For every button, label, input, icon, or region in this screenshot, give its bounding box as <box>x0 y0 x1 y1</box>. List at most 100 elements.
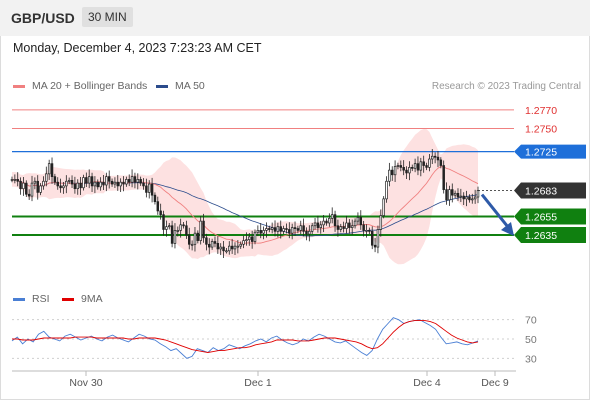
candle-10 <box>39 185 42 193</box>
candle-42 <box>130 176 134 183</box>
candle-36 <box>113 181 117 185</box>
legend-ma50: MA 50 <box>156 80 205 92</box>
candle-18 <box>62 185 65 189</box>
candle-54 <box>165 226 168 230</box>
legend-rsi-ma-label: 9MA <box>81 293 103 305</box>
candle-107 <box>316 222 320 228</box>
candle-161 <box>471 198 474 201</box>
candle-28 <box>90 176 94 187</box>
rsi-tick-2: 30 <box>525 353 537 365</box>
candle-17 <box>59 185 62 189</box>
candle-108 <box>319 224 322 228</box>
candle-153 <box>448 189 451 201</box>
forecast-arrow-shaft <box>480 193 510 228</box>
candle-57 <box>173 230 177 244</box>
candle-141 <box>413 163 417 169</box>
time-tick-label-3: Dec 9 <box>481 377 509 389</box>
bollinger-bands <box>12 129 478 265</box>
candle-105 <box>310 225 314 232</box>
candle-156 <box>456 192 460 198</box>
candle-24 <box>79 182 82 189</box>
candle-81 <box>242 240 245 245</box>
timeframe-button[interactable]: 30 MIN <box>82 7 133 27</box>
candle-150 <box>439 159 443 166</box>
rsi-swatch <box>13 297 25 301</box>
candle-72 <box>216 243 220 250</box>
candle-144 <box>422 161 425 166</box>
candle-22 <box>73 183 77 190</box>
candle-14 <box>50 163 54 177</box>
pivot-tag <box>514 144 586 159</box>
legend-ma20-label: MA 20 + Bollinger Bands <box>32 80 148 92</box>
candle-140 <box>411 167 414 169</box>
candle-12 <box>45 173 48 182</box>
candle-122 <box>359 217 363 226</box>
candle-94 <box>279 226 282 232</box>
candle-123 <box>362 224 365 231</box>
candle-70 <box>210 241 214 248</box>
candle-13 <box>47 163 51 175</box>
candle-21 <box>70 179 74 185</box>
resistance-label-1: 1.2750 <box>525 123 557 135</box>
candle-91 <box>270 227 274 230</box>
candle-20 <box>67 179 71 182</box>
candle-160 <box>468 196 471 201</box>
candle-37 <box>116 181 120 187</box>
candle-101 <box>299 225 302 231</box>
candle-41 <box>127 179 131 183</box>
candle-136 <box>399 165 403 168</box>
candle-106 <box>313 222 317 227</box>
resistance-label-0: 1.2770 <box>525 105 557 117</box>
candle-65 <box>196 232 200 241</box>
candle-92 <box>273 227 277 232</box>
candle-142 <box>416 163 420 171</box>
candle-4 <box>22 182 25 190</box>
candle-40 <box>125 179 128 185</box>
candle-6 <box>27 193 31 197</box>
candle-48 <box>147 183 151 193</box>
candle-45 <box>139 179 142 184</box>
legend-ma20: MA 20 + Bollinger Bands <box>13 80 147 92</box>
candle-3 <box>19 180 22 190</box>
candle-158 <box>462 195 465 200</box>
candle-25 <box>82 177 85 189</box>
candle-85 <box>253 231 257 242</box>
legend-rsi-label: RSI <box>32 293 50 305</box>
candle-79 <box>236 245 240 248</box>
candle-2 <box>16 179 19 182</box>
candle-49 <box>150 183 154 196</box>
candle-69 <box>208 243 211 248</box>
candle-59 <box>179 224 182 231</box>
candle-109 <box>322 220 325 226</box>
candle-117 <box>345 222 348 229</box>
candle-33 <box>105 176 108 186</box>
candle-78 <box>233 245 237 250</box>
candle-112 <box>330 214 334 219</box>
candle-80 <box>239 243 242 247</box>
candle-137 <box>402 167 405 171</box>
candle-9 <box>36 180 39 193</box>
candle-96 <box>285 228 288 230</box>
candle-131 <box>385 180 388 200</box>
candle-27 <box>87 176 91 184</box>
datetime-label: Monday, December 4, 2023 7:23:23 AM CET <box>13 41 262 55</box>
candle-104 <box>308 230 311 235</box>
pivot-label: 1.2725 <box>525 147 557 159</box>
candle-121 <box>356 217 360 222</box>
candle-127 <box>373 244 377 248</box>
candle-61 <box>185 225 188 236</box>
candle-50 <box>153 194 157 203</box>
chart-header: GBP/USD 30 MIN <box>0 0 590 36</box>
candle-119 <box>350 225 354 228</box>
candle-46 <box>142 182 145 187</box>
candle-1 <box>13 179 17 181</box>
candle-102 <box>302 225 305 232</box>
candle-110 <box>325 220 328 224</box>
candle-55 <box>168 225 171 228</box>
ma20-swatch <box>13 84 25 88</box>
support-label-5: 1.2635 <box>525 230 557 242</box>
candle-35 <box>110 180 114 185</box>
candle-31 <box>99 181 102 188</box>
candle-88 <box>262 230 265 234</box>
candle-64 <box>193 232 197 245</box>
